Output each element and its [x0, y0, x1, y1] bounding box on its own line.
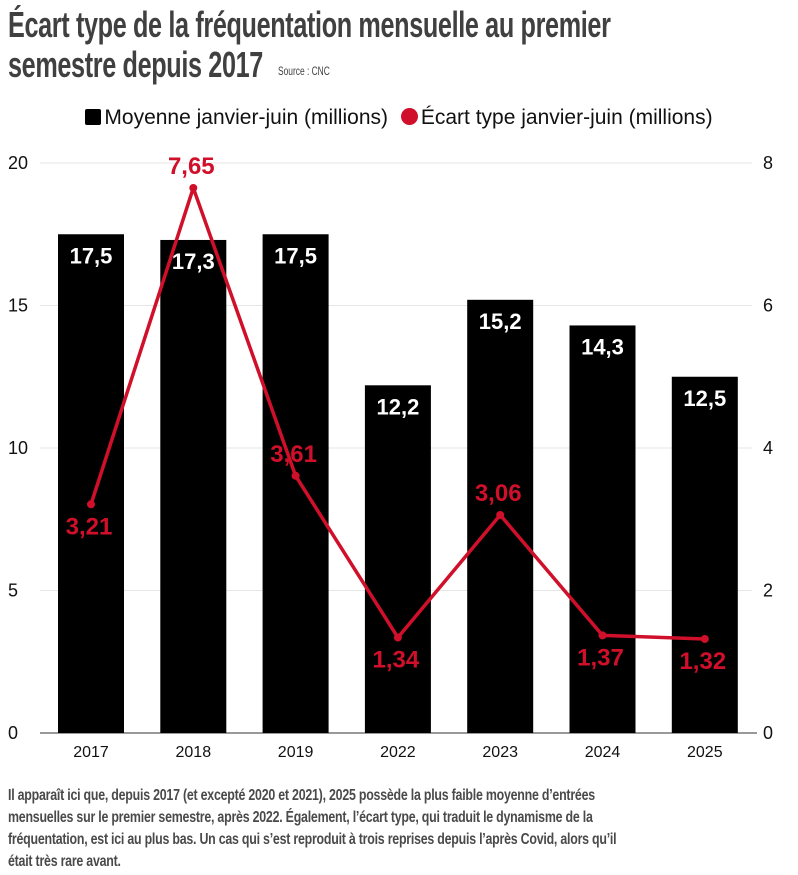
bar	[58, 234, 124, 733]
chart-plot: 0 5 10 15 20 0 2 4 6 8 17,5 2017 17,3 2018 17,5 2019 12,…	[8, 153, 773, 761]
x-tick-label: 2023	[482, 744, 518, 761]
bar-value-label: 17,5	[70, 243, 113, 268]
chart-title-line-1: Écart type de la fréquentation mensuelle…	[8, 4, 611, 45]
x-tick-label: 2025	[687, 744, 723, 761]
std-dev-point	[496, 510, 505, 519]
bar-value-label: 17,3	[172, 249, 215, 274]
y-right-tick-label: 6	[763, 296, 773, 316]
std-dev-value-label: 7,65	[168, 153, 215, 180]
std-dev-value-label: 1,32	[679, 648, 726, 675]
y-left-tick-label: 20	[8, 153, 28, 173]
legend-bar-label: Moyenne janvier-juin (millions)	[104, 106, 388, 129]
std-dev-point	[189, 183, 198, 192]
note-line: mensuelles sur le premier semestre, aprè…	[8, 809, 593, 826]
bar	[364, 385, 431, 733]
source-label: Source : CNC	[278, 64, 330, 78]
legend-line-label: Écart type janvier-juin (millions)	[420, 106, 713, 129]
legend: Moyenne janvier-juin (millions) Écart ty…	[0, 106, 798, 130]
x-tick-label: 2019	[278, 744, 314, 761]
note-line: fréquentation, est ici au plus bas. Un c…	[8, 831, 617, 848]
std-dev-value-label: 3,21	[66, 513, 113, 540]
std-dev-value-label: 1,37	[577, 644, 624, 671]
x-tick-label: 2018	[176, 744, 212, 761]
std-dev-value-label: 3,06	[475, 480, 522, 507]
std-dev-point	[87, 500, 95, 509]
std-dev-point	[700, 634, 709, 643]
y-right-tick-label: 4	[763, 438, 773, 458]
bar-value-label: 17,5	[274, 243, 317, 268]
x-tick-label: 2024	[585, 744, 621, 761]
y-left-tick-label: 5	[8, 581, 18, 601]
y-right-tick-label: 2	[763, 581, 773, 601]
x-tick-label: 2022	[380, 744, 416, 761]
std-dev-value-label: 1,34	[373, 647, 420, 674]
y-right-tick-label: 0	[763, 723, 773, 743]
chart-title-line-2: semestre depuis 2017	[8, 44, 263, 85]
std-dev-point	[393, 633, 402, 642]
note-line: était très rare avant.	[8, 853, 121, 870]
bar-value-label: 12,5	[683, 386, 726, 411]
std-dev-value-label: 3,61	[270, 441, 317, 468]
bar	[569, 325, 636, 733]
bar	[160, 239, 227, 733]
std-dev-point	[598, 631, 607, 640]
bar-value-label: 15,2	[479, 309, 522, 334]
y-left-tick-label: 10	[8, 438, 28, 458]
note-line: Il apparaît ici que, depuis 2017 (et exc…	[8, 787, 595, 804]
y-left-tick-label: 15	[8, 296, 28, 316]
bar-value-label: 12,2	[376, 394, 419, 419]
y-left-tick-label: 0	[8, 723, 18, 743]
std-dev-point	[291, 471, 300, 480]
bar	[262, 234, 329, 733]
bar	[671, 376, 738, 733]
chart-note: Il apparaît ici que, depuis 2017 (et exc…	[8, 785, 791, 873]
x-tick-label: 2017	[73, 744, 109, 761]
legend-bar-swatch	[85, 109, 102, 125]
legend-line-swatch	[400, 108, 418, 125]
y-right-tick-label: 8	[763, 153, 773, 173]
bar-value-label: 14,3	[581, 334, 624, 359]
